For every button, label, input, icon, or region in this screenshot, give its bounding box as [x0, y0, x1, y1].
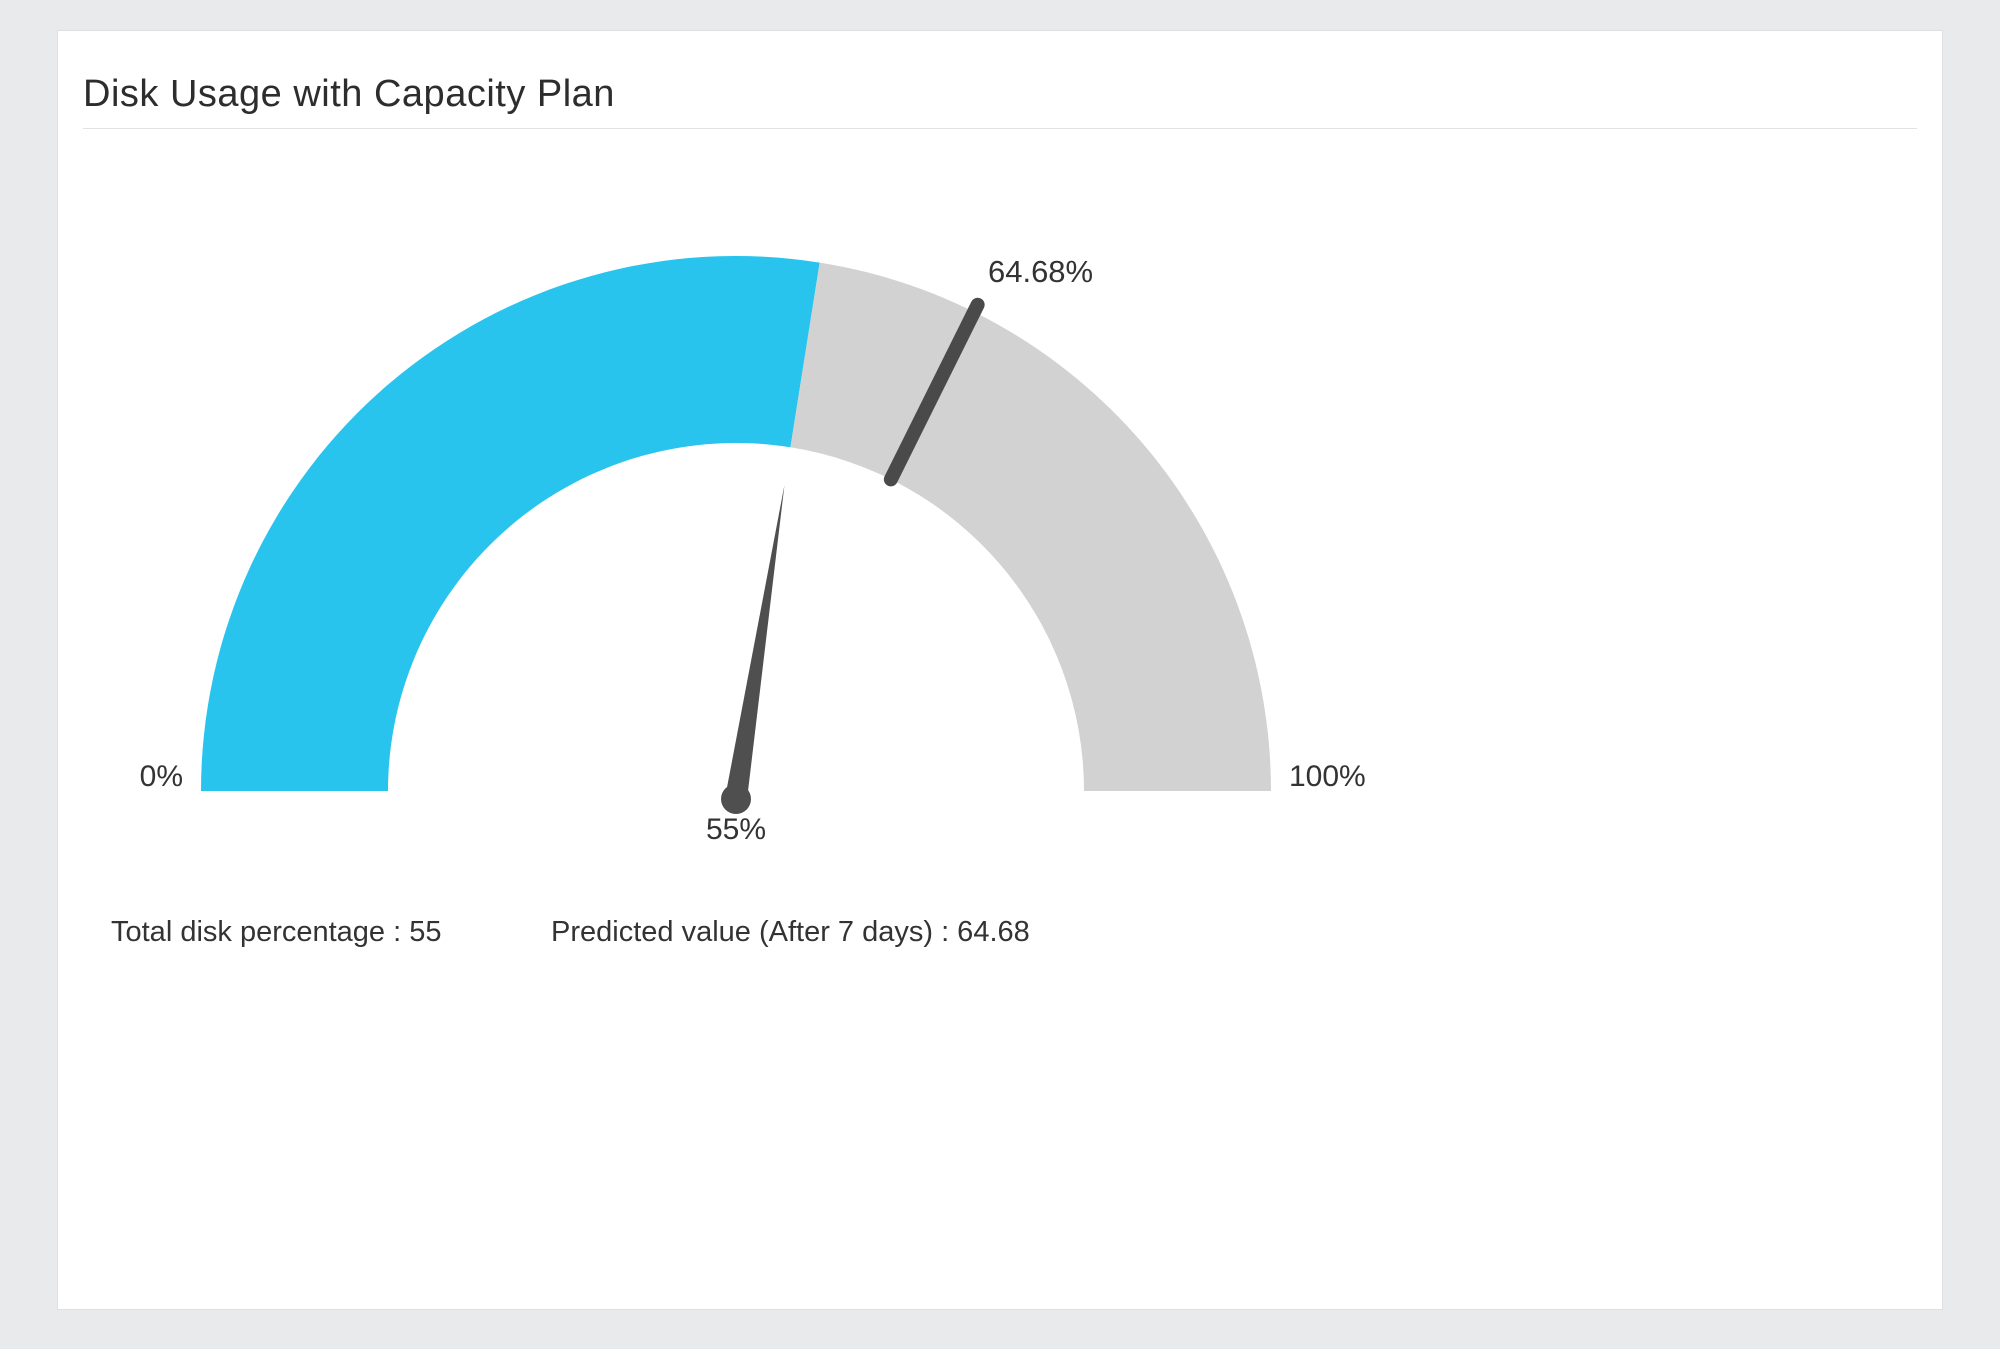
gauge-arc-filled	[201, 256, 820, 791]
gauge-arc-remaining	[790, 262, 1271, 792]
gauge-predicted-label: 64.68%	[988, 254, 1093, 289]
title-divider	[83, 128, 1917, 129]
legend-predicted-value: Predicted value (After 7 days) : 64.68	[551, 916, 1030, 948]
gauge-threshold-tick	[883, 297, 985, 487]
gauge-legend: Total disk percentage : 55 Predicted val…	[58, 916, 1944, 976]
gauge-needle	[725, 484, 785, 801]
page-title: Disk Usage with Capacity Plan	[83, 73, 615, 115]
gauge-chart: 0% 100% 55% 64.68%	[58, 131, 1944, 921]
gauge-needle-pivot	[721, 784, 751, 814]
disk-usage-card: Disk Usage with Capacity Plan 0% 100% 55% 6…	[57, 30, 1943, 1310]
gauge-value-label: 55%	[706, 813, 766, 846]
gauge-max-label: 100%	[1289, 760, 1366, 793]
gauge-min-label: 0%	[140, 760, 183, 793]
gauge-svg: 0% 100% 55% 64.68%	[140, 254, 1366, 846]
legend-total-disk: Total disk percentage : 55	[111, 916, 442, 948]
